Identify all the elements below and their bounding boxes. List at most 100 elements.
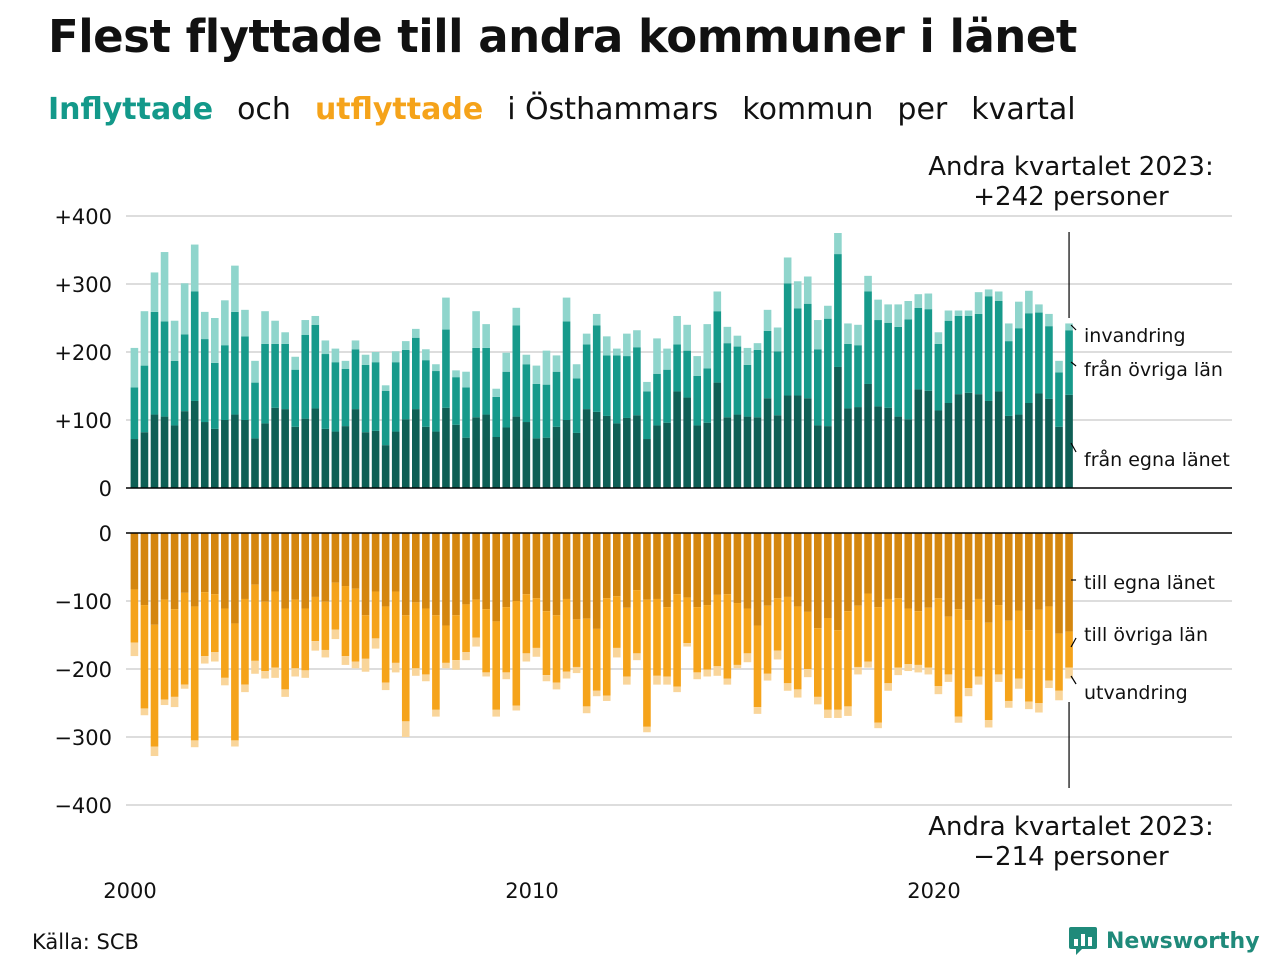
bar-own — [924, 390, 933, 488]
bar-own — [532, 438, 541, 488]
bar-emig — [351, 661, 360, 669]
bar-immig — [1004, 323, 1013, 342]
bar-own — [673, 391, 681, 488]
bar-own — [803, 398, 812, 488]
bar-emig — [190, 740, 199, 748]
bar-own — [834, 366, 842, 488]
bar-own — [914, 389, 923, 488]
bar-own — [663, 533, 671, 608]
bar-own — [261, 423, 269, 488]
bar-own — [452, 424, 460, 488]
bar-immig — [472, 311, 480, 348]
bar-other — [854, 605, 862, 667]
bar-other — [200, 592, 209, 657]
bar-own — [391, 533, 400, 592]
bar-own — [361, 432, 370, 488]
bar-emig — [301, 670, 310, 678]
bar-immig — [381, 385, 390, 391]
bar-immig — [733, 335, 742, 347]
bar-other — [643, 391, 651, 440]
bar-emig — [281, 689, 289, 697]
bar-own — [864, 533, 872, 594]
bar-emig — [954, 716, 963, 723]
bar-own — [763, 533, 772, 606]
bar-other — [301, 608, 310, 671]
bar-immig — [572, 364, 581, 379]
bar-own — [231, 414, 239, 488]
bar-emig — [291, 668, 299, 677]
bar-own — [1004, 533, 1013, 621]
bar-own — [140, 533, 149, 606]
bar-other — [743, 608, 752, 654]
bar-own — [271, 407, 279, 488]
bar-immig — [904, 301, 913, 320]
bar-own — [190, 400, 199, 488]
bar-own — [412, 533, 420, 603]
bar-other — [371, 362, 380, 431]
bar-emig — [834, 709, 842, 718]
bar-other — [924, 607, 933, 668]
bar-other — [1065, 330, 1073, 395]
bar-own — [693, 425, 701, 488]
bar-other — [783, 596, 792, 684]
bar-own — [924, 533, 933, 608]
bar-other — [170, 609, 179, 697]
y-tick-label: +400 — [54, 205, 112, 229]
bar-own — [130, 533, 139, 590]
bar-other — [361, 364, 370, 433]
bar-own — [261, 533, 269, 602]
bar-own — [904, 533, 913, 609]
bar-own — [964, 392, 973, 488]
bar-own — [401, 533, 410, 616]
bar-own — [190, 533, 199, 607]
bar-emig — [271, 667, 279, 678]
source-label: Källa: SCB — [32, 930, 139, 954]
bar-immig — [251, 360, 259, 383]
bar-own — [482, 414, 490, 488]
bar-other — [532, 598, 541, 648]
bar-other — [783, 283, 792, 396]
bar-immig — [793, 281, 802, 309]
label-leader — [1070, 361, 1077, 367]
bar-other — [924, 309, 933, 391]
bar-own — [542, 533, 551, 612]
bar-other — [321, 601, 330, 650]
bar-immig — [291, 356, 299, 370]
bar-other — [904, 608, 913, 665]
bar-own — [291, 533, 299, 600]
bar-emig — [743, 653, 752, 663]
bar-emig — [401, 721, 410, 737]
bar-other — [582, 344, 591, 410]
bar-own — [371, 533, 380, 592]
bar-own — [572, 533, 581, 620]
bar-own — [311, 533, 320, 597]
bar-own — [412, 409, 420, 488]
bar-other — [1035, 312, 1043, 394]
bar-other — [633, 590, 641, 654]
bar-emig — [381, 682, 390, 691]
bar-immig — [532, 365, 541, 384]
bar-other — [341, 586, 350, 657]
bar-immig — [160, 252, 169, 322]
bar-other — [562, 321, 571, 420]
bar-immig — [824, 305, 832, 319]
bar-own — [733, 533, 742, 604]
bar-other — [884, 598, 892, 684]
bar-own — [472, 417, 480, 488]
bar-other — [723, 594, 732, 679]
bar-other — [311, 324, 320, 409]
bar-other — [974, 313, 983, 395]
bar-other — [552, 615, 561, 683]
subtitle-inflyttade: Inflyttade — [48, 92, 214, 127]
bar-own — [512, 416, 521, 488]
bar-other — [130, 387, 139, 440]
bar-own — [723, 417, 732, 488]
bar-other — [834, 630, 842, 710]
bar-immig — [351, 340, 360, 350]
bar-own — [221, 420, 229, 488]
bar-other — [894, 326, 902, 417]
series-label: invandring — [1084, 325, 1186, 347]
bar-immig — [391, 351, 400, 363]
bar-other — [763, 605, 772, 674]
bar-other — [572, 619, 581, 667]
